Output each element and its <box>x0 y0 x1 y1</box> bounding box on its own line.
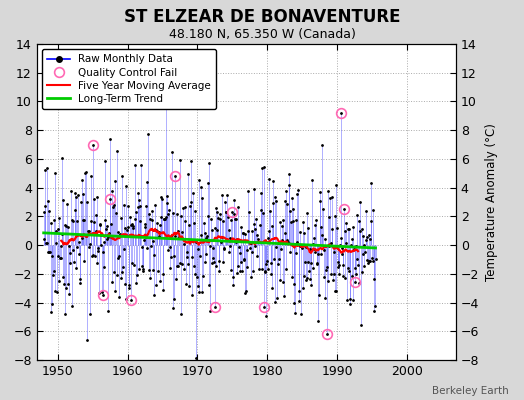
Legend: Raw Monthly Data, Quality Control Fail, Five Year Moving Average, Long-Term Tren: Raw Monthly Data, Quality Control Fail, … <box>42 49 216 109</box>
Text: 48.180 N, 65.350 W (Canada): 48.180 N, 65.350 W (Canada) <box>169 28 355 41</box>
Text: Berkeley Earth: Berkeley Earth <box>432 386 508 396</box>
Text: ST ELZEAR DE BONAVENTURE: ST ELZEAR DE BONAVENTURE <box>124 8 400 26</box>
Y-axis label: Temperature Anomaly (°C): Temperature Anomaly (°C) <box>485 123 498 281</box>
